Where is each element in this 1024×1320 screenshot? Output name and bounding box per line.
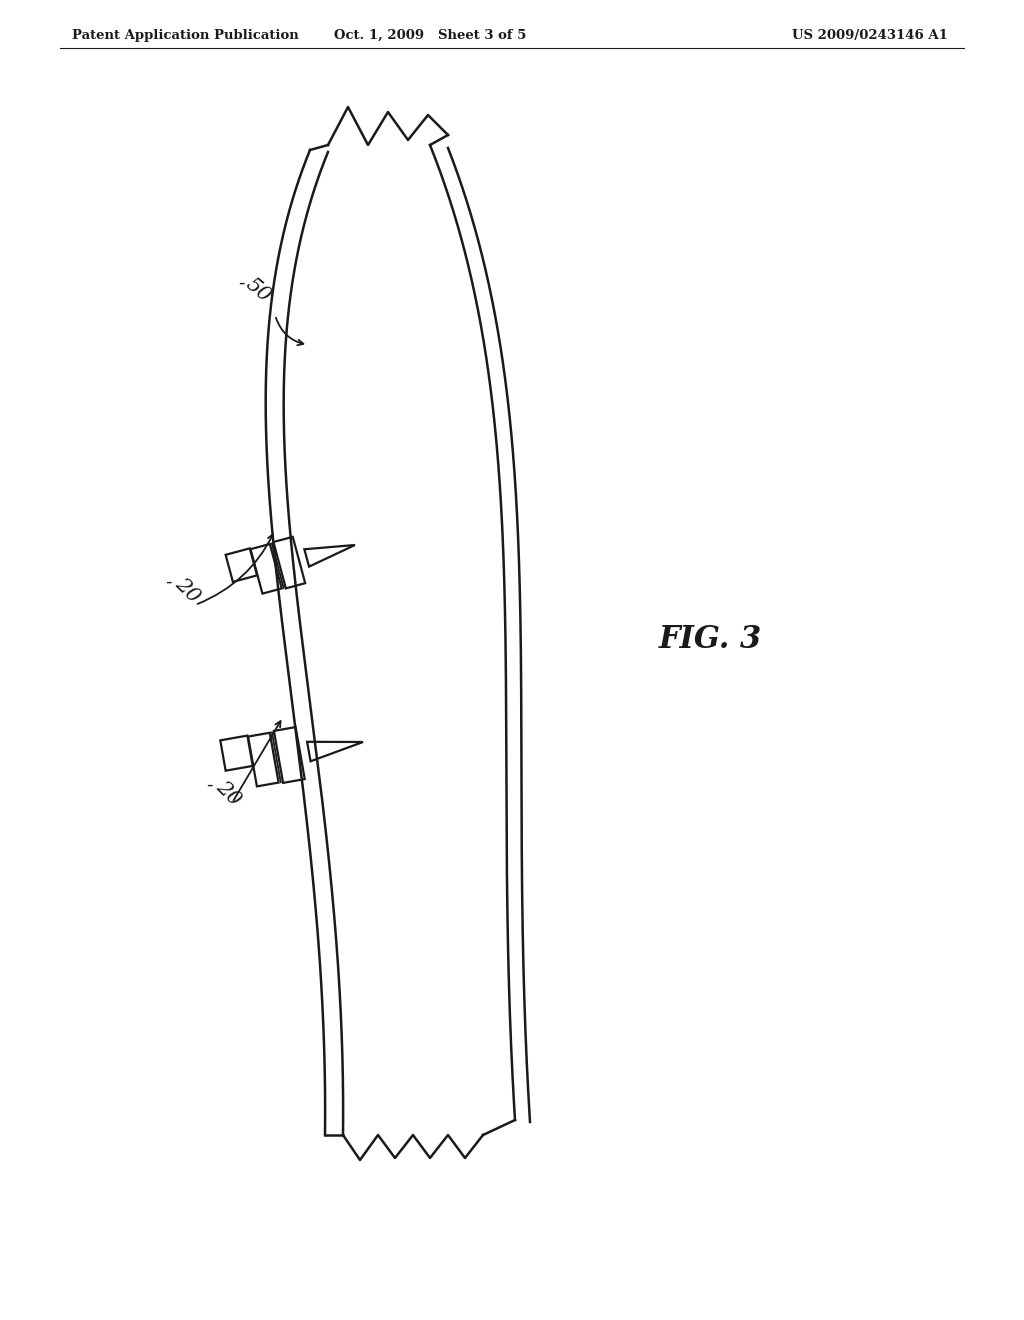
Text: Oct. 1, 2009   Sheet 3 of 5: Oct. 1, 2009 Sheet 3 of 5	[334, 29, 526, 41]
Polygon shape	[220, 735, 253, 771]
Text: 20: 20	[212, 777, 244, 809]
Text: -: -	[239, 275, 245, 292]
Polygon shape	[304, 545, 355, 566]
Polygon shape	[307, 742, 362, 762]
Text: -: -	[207, 776, 213, 795]
Text: -: -	[166, 573, 172, 591]
Text: 20: 20	[171, 574, 203, 606]
Text: 50: 50	[242, 275, 274, 306]
Text: US 2009/0243146 A1: US 2009/0243146 A1	[792, 29, 948, 41]
Polygon shape	[225, 548, 257, 582]
Text: FIG. 3: FIG. 3	[658, 624, 762, 656]
Polygon shape	[251, 544, 282, 594]
Polygon shape	[273, 727, 305, 783]
Polygon shape	[273, 537, 305, 589]
Polygon shape	[248, 733, 279, 787]
Text: Patent Application Publication: Patent Application Publication	[72, 29, 299, 41]
